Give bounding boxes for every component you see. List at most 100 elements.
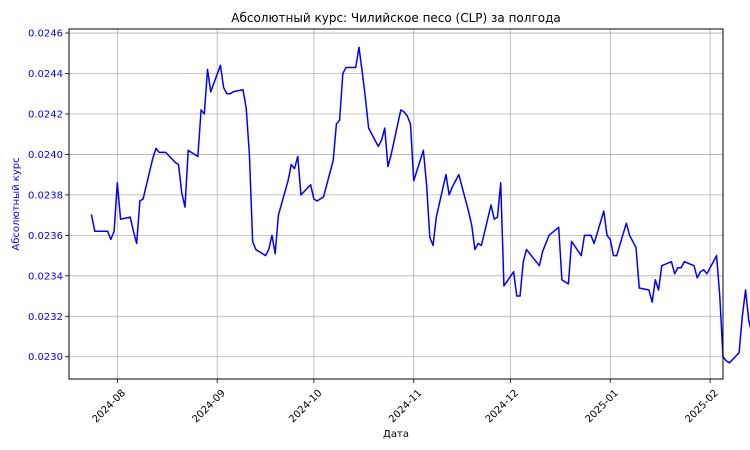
data-point (277, 214, 280, 216)
data-point (587, 234, 589, 236)
grid (69, 29, 723, 379)
data-point (429, 236, 431, 238)
chart-title: Абсолютный курс: Чилийское песо (CLP) за… (231, 11, 561, 25)
data-point (252, 240, 254, 243)
data-point (345, 66, 347, 69)
data-point (744, 289, 747, 291)
data-point (525, 248, 528, 251)
y-tick-label: 0.0246 (28, 29, 63, 40)
data-point (110, 238, 112, 240)
data-point (474, 248, 476, 251)
data-point (152, 157, 154, 160)
data-point (519, 295, 521, 297)
data-point (94, 230, 96, 232)
data-point (677, 267, 679, 269)
data-point (107, 230, 109, 232)
data-point (174, 161, 176, 164)
data-point (339, 119, 341, 121)
data-point (625, 222, 627, 224)
data-point (699, 271, 702, 273)
data-point (496, 216, 499, 218)
data-point (651, 301, 653, 303)
data-point (177, 163, 180, 166)
data-point (480, 244, 482, 247)
data-point (715, 254, 718, 257)
data-point (445, 174, 447, 176)
data-point (355, 66, 357, 69)
data-point (274, 252, 276, 255)
x-axis-title: Дата (383, 429, 409, 440)
data-point (703, 269, 705, 271)
data-point (187, 149, 189, 151)
data-point (435, 216, 437, 218)
data-point (590, 234, 592, 236)
data-point (422, 149, 424, 151)
data-point (300, 194, 302, 196)
data-point (580, 254, 582, 257)
data-point (242, 89, 244, 91)
data-point (332, 159, 334, 162)
data-point (229, 93, 231, 95)
data-point (403, 111, 405, 113)
data-point (293, 168, 296, 170)
data-point (616, 254, 618, 257)
data-point (232, 91, 234, 93)
y-tick-label: 0.0234 (28, 271, 63, 282)
data-point (558, 226, 560, 228)
data-point (400, 109, 402, 111)
data-point (541, 250, 544, 253)
data-point (200, 109, 202, 111)
data-point (203, 113, 205, 115)
data-point (522, 261, 524, 263)
data-point (516, 295, 518, 297)
data-point (287, 180, 289, 182)
data-point (361, 70, 363, 73)
data-point (493, 218, 495, 220)
data-point (670, 261, 673, 263)
series-line-clp (90, 46, 750, 364)
data-point (406, 115, 408, 117)
data-point (116, 182, 118, 184)
data-point (451, 186, 453, 188)
data-point (358, 46, 360, 48)
data-point (248, 153, 251, 156)
data-point (245, 107, 247, 109)
data-point (313, 198, 315, 200)
data-point (683, 261, 685, 263)
data-point (255, 248, 257, 251)
y-axis: 0.0230 0.0232 0.0234 0.0236 0.0238 0.0240 0.02… (28, 29, 69, 363)
data-point (342, 72, 344, 75)
data-point (458, 174, 460, 176)
data-point (432, 244, 434, 247)
data-point (426, 184, 428, 186)
data-point (413, 180, 415, 182)
data-point (181, 192, 183, 194)
data-point (368, 127, 370, 129)
data-point (268, 248, 270, 251)
data-point (319, 198, 321, 200)
data-point (593, 242, 595, 245)
data-point (467, 210, 470, 212)
data-point (136, 242, 138, 245)
y-tick-label: 0.0238 (28, 190, 63, 201)
data-point (471, 224, 473, 226)
data-point (210, 91, 212, 93)
data-point (477, 242, 479, 245)
data-point (603, 210, 605, 212)
data-point (139, 200, 141, 202)
data-point (409, 123, 412, 125)
y-tick-label: 0.0232 (28, 312, 63, 323)
data-point (628, 234, 631, 236)
y-tick-label: 0.0240 (28, 150, 63, 161)
data-point (380, 139, 383, 141)
series-layer (90, 46, 750, 364)
data-point (490, 204, 492, 206)
data-point (297, 155, 299, 158)
plot-frame (68, 28, 724, 380)
data-point (155, 147, 157, 149)
data-point (706, 273, 708, 275)
y-tick-label: 0.0244 (28, 69, 63, 80)
data-point (564, 281, 566, 283)
data-point (184, 206, 186, 208)
